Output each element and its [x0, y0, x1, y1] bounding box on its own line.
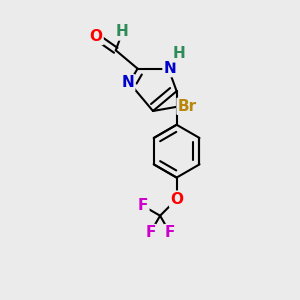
Text: N: N [122, 75, 134, 90]
Text: F: F [165, 225, 175, 240]
Text: F: F [145, 225, 155, 240]
Text: O: O [170, 192, 183, 207]
Text: H: H [116, 25, 129, 40]
Text: Br: Br [178, 99, 197, 114]
Text: O: O [90, 29, 103, 44]
Text: N: N [164, 61, 176, 76]
Text: F: F [138, 199, 148, 214]
Text: H: H [172, 46, 185, 62]
